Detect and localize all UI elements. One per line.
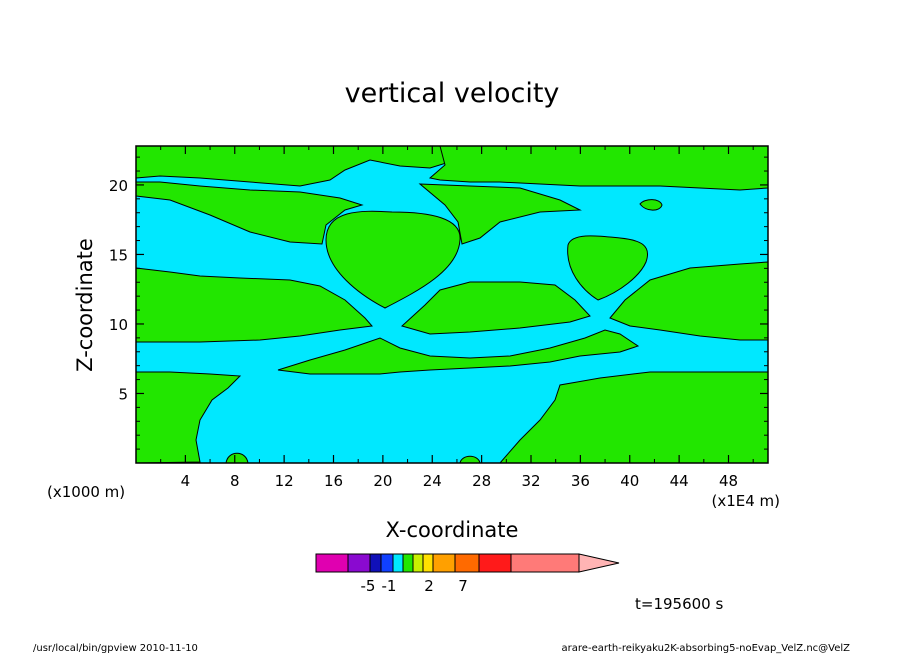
footer-left: /usr/local/bin/gpview 2010-11-10	[33, 643, 198, 654]
contour-region	[428, 146, 768, 191]
colorbar-segment	[422, 553, 434, 573]
y-tick-label: 15	[109, 246, 128, 264]
contour-region	[277, 329, 640, 375]
contour-region	[639, 199, 663, 211]
contour-region	[609, 261, 768, 341]
x-axis: 4 8 12 16 20 24 28 32 36 40 44 48	[160, 146, 754, 490]
y-tick-label: 5	[118, 385, 128, 403]
colorbar-segment	[369, 553, 382, 573]
x-axis-label: X-coordinate	[386, 518, 519, 542]
colorbar-ticks: -5 -1 2 7	[361, 577, 468, 595]
x-tick-label: 40	[620, 472, 639, 490]
footer-right: arare-earth-reikyaku2K-absorbing5-noEvap…	[562, 643, 851, 654]
chart-title: vertical velocity	[345, 78, 560, 109]
x-unit-note: (x1E4 m)	[711, 492, 780, 510]
y-axis: 5 10 15 20	[109, 156, 768, 450]
x-tick-label: 12	[275, 472, 294, 490]
colorbar-segment	[510, 553, 580, 573]
x-tick-label: 44	[670, 472, 689, 490]
colorbar-tick-label: -1	[382, 577, 397, 595]
x-tick-label: 16	[324, 472, 343, 490]
colorbar-segment	[347, 553, 371, 573]
time-label: t=195600 s	[635, 595, 723, 613]
y-tick-label: 20	[109, 177, 128, 195]
x-tick-label: 28	[472, 472, 491, 490]
contour-region	[401, 281, 591, 335]
colorbar-extend-arrow	[578, 553, 620, 573]
colorbar-tick-label: 7	[458, 577, 468, 595]
y-unit-note: (x1000 m)	[47, 483, 125, 501]
contour-region	[325, 210, 461, 309]
plot-frame	[135, 145, 769, 464]
x-tick-label: 20	[373, 472, 392, 490]
colorbar-segment	[412, 553, 424, 573]
x-tick-label: 24	[423, 472, 442, 490]
contour-region	[136, 181, 364, 245]
plot-area	[136, 146, 768, 463]
x-tick-label: 32	[521, 472, 540, 490]
colorbar-tick-label: 2	[424, 577, 434, 595]
contour-region	[136, 267, 373, 343]
colorbar-segment	[315, 553, 349, 573]
colorbar-segment	[432, 553, 456, 573]
colorbar	[315, 553, 620, 573]
colorbar-segment	[380, 553, 394, 573]
x-tick-label: 48	[719, 472, 738, 490]
colorbar-segment	[478, 553, 512, 573]
contour-region	[418, 183, 582, 245]
colorbar-segment	[454, 553, 480, 573]
x-tick-label: 4	[181, 472, 191, 490]
contour-region	[567, 235, 648, 301]
colorbar-tick-label: -5	[361, 577, 376, 595]
contour-region	[499, 371, 768, 463]
y-tick-label: 10	[109, 316, 128, 334]
colorbar-segment	[392, 553, 404, 573]
x-tick-label: 8	[230, 472, 240, 490]
colorbar-segment	[402, 553, 414, 573]
x-tick-label: 36	[571, 472, 590, 490]
y-axis-label: Z-coordinate	[73, 238, 97, 372]
